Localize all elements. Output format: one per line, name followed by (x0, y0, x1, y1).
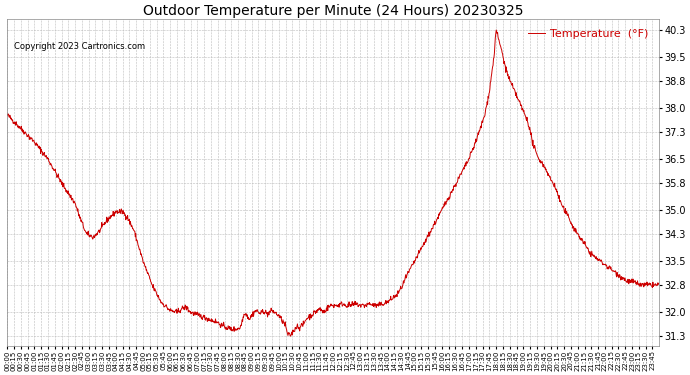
Legend: Temperature  (°F): Temperature (°F) (524, 25, 653, 44)
Title: Outdoor Temperature per Minute (24 Hours) 20230325: Outdoor Temperature per Minute (24 Hours… (143, 4, 523, 18)
Text: Copyright 2023 Cartronics.com: Copyright 2023 Cartronics.com (14, 42, 145, 51)
